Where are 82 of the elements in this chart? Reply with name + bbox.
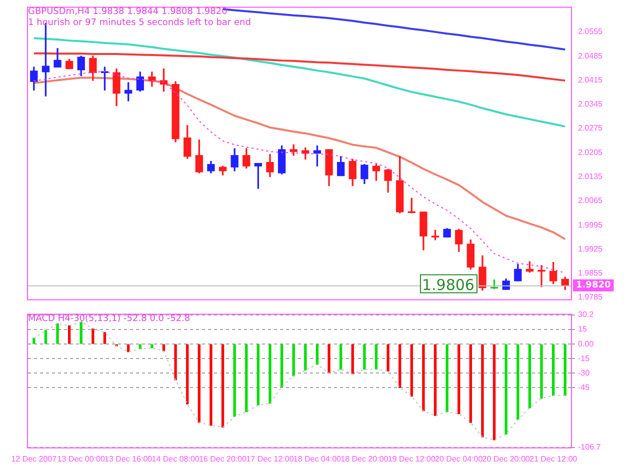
bar (316, 344, 319, 365)
y-tick-label: 2.0415 (578, 75, 604, 84)
y-tick-label: 2.0065 (578, 196, 604, 206)
bar (528, 344, 532, 408)
bar (492, 344, 496, 440)
y-tick-label: 2.0345 (578, 100, 604, 109)
x-tick-label: 13 Dec 00:00 (57, 454, 106, 464)
bar (174, 344, 177, 380)
bar (56, 323, 59, 344)
x-tick-label: 21 Dec 12:00 (529, 454, 578, 464)
line-series (33, 321, 566, 440)
bar (398, 344, 402, 388)
x-tick-label: 13 Dec 16:00 (104, 454, 153, 464)
y-tick-label: 2.0555 (578, 27, 604, 36)
bar (32, 338, 36, 344)
y-tick-label: 2.0135 (578, 172, 604, 181)
bar (245, 344, 248, 412)
ref-line-label: 1.9820 (576, 280, 611, 291)
bar (210, 344, 212, 426)
bar (186, 344, 189, 404)
bar (434, 344, 437, 416)
x-tick-label: 20 Dec 04:00 (435, 454, 484, 464)
chart-title: GBPUSDm,H4 1.9838 1.9844 1.9808 1.9820 (28, 7, 228, 18)
bar (150, 344, 154, 348)
bar (363, 344, 366, 370)
bar (552, 344, 555, 396)
bar (446, 344, 448, 412)
bar (268, 344, 272, 404)
bar (516, 344, 520, 420)
y-tick-label: -45 (578, 382, 590, 392)
bar (198, 344, 200, 423)
bar (410, 344, 413, 397)
x-tick-label: 20 Dec 20:00 (482, 454, 530, 464)
text: 1 hourish or 97 minutes 5 seconds left to bar end (28, 18, 251, 29)
bar (221, 344, 224, 428)
bar (564, 344, 566, 396)
bar (292, 344, 295, 376)
bar (422, 344, 425, 412)
bar (339, 344, 342, 370)
x-tick-label: 19 Dec 12:00 (388, 454, 436, 464)
y-tick-label: 0.00 (578, 339, 594, 348)
bar (103, 332, 106, 344)
y-tick-label: 1.9995 (578, 220, 604, 230)
bar (162, 344, 166, 352)
y-tick-label: 1.9855 (578, 268, 604, 278)
bar (504, 344, 508, 434)
bar (304, 344, 307, 371)
bar (328, 344, 330, 374)
x-tick-label: 12 Dec 2007 (11, 454, 58, 464)
bar (127, 344, 130, 352)
y-tick-label: 15 (578, 324, 588, 334)
x-tick-label: 18 Dec 20:00 (340, 454, 389, 464)
y-tick-label: -15 (578, 354, 590, 363)
chart-title: MACD H4-30(5,13,1) -52.8 0.0 -52.8 (28, 314, 190, 325)
bar (68, 325, 71, 344)
bar (386, 344, 390, 372)
bar (92, 328, 94, 344)
y-tick-label: 1.9785 (578, 292, 604, 302)
x-tick-label: 18 Dec 04:00 (293, 454, 342, 464)
y-tick-label: -106.7 (578, 442, 602, 452)
y-tick-label: 2.0205 (578, 148, 604, 157)
bar (469, 344, 472, 423)
bar (481, 344, 484, 438)
x-tick-label: 17 Dec 12:00 (246, 454, 294, 464)
bar (256, 344, 260, 406)
y-tick-label: 2.0485 (578, 51, 604, 60)
y-tick-label: 30.2 (578, 310, 594, 320)
bar (374, 344, 378, 370)
bar (44, 330, 48, 344)
bar (233, 344, 236, 418)
annotation: 1.9806 (422, 276, 474, 294)
x-tick-label: 16 Dec 20:00 (198, 454, 248, 464)
bar (458, 344, 460, 414)
bar (351, 344, 354, 374)
bar (540, 344, 543, 399)
x-tick-label: 14 Dec 08:00 (152, 454, 200, 464)
bar (80, 321, 82, 344)
y-tick-label: 1.9925 (578, 244, 604, 254)
y-tick-label: -30 (578, 368, 590, 378)
bar (280, 344, 284, 387)
candlestick (538, 265, 546, 288)
y-tick-label: 2.0275 (578, 124, 604, 133)
